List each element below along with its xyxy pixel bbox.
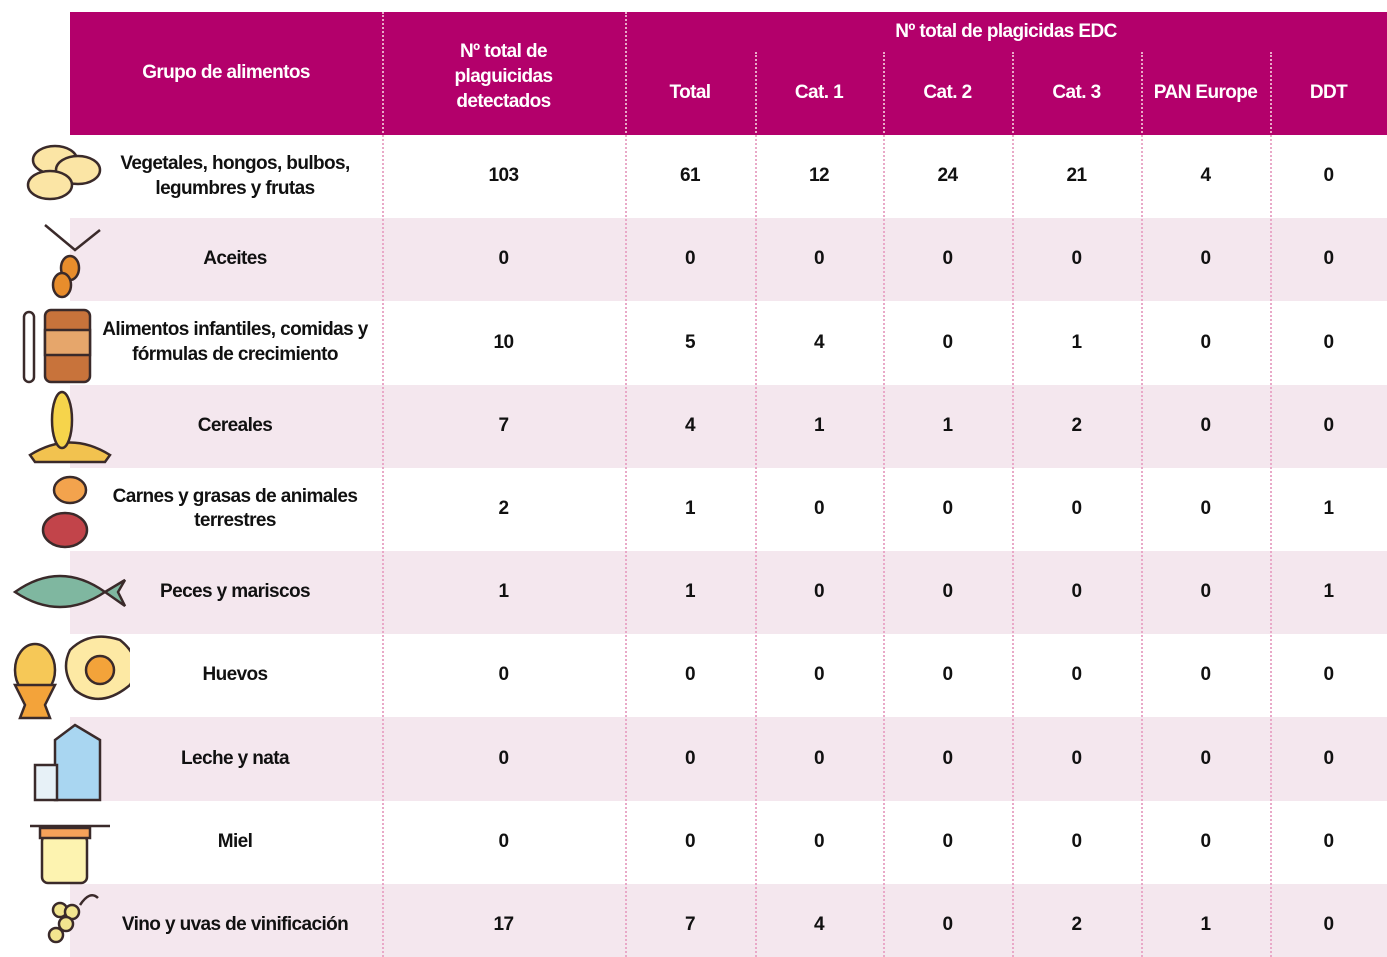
value-cell: 0	[1141, 301, 1270, 384]
value-cell: 0	[1141, 385, 1270, 468]
value-cell: 0	[883, 634, 1012, 717]
value-cell: 0	[883, 801, 1012, 884]
value-cell: 0	[1141, 801, 1270, 884]
value-cell: 0	[755, 801, 883, 884]
value-cell: 0	[1270, 717, 1387, 800]
value-cell: 0	[755, 717, 883, 800]
value-cell: 0	[1141, 468, 1270, 551]
column-divider	[883, 52, 885, 957]
header-cell: Total	[625, 52, 755, 135]
value-cell: 0	[382, 634, 625, 717]
value-cell: 7	[625, 884, 755, 957]
value-cell: 0	[1012, 801, 1141, 884]
value-cell: 0	[625, 218, 755, 301]
group-cell: Miel	[100, 801, 370, 884]
column-divider	[755, 52, 757, 957]
header-cell: Nº total de plaguicidas detectados	[422, 20, 585, 135]
value-cell: 0	[1141, 717, 1270, 800]
group-cell: Peces y mariscos	[100, 551, 370, 634]
header-cell: DDT	[1270, 52, 1387, 135]
value-cell: 0	[755, 551, 883, 634]
value-cell: 1	[625, 551, 755, 634]
value-cell: 0	[1012, 717, 1141, 800]
value-cell: 0	[883, 717, 1012, 800]
value-cell: 0	[1012, 218, 1141, 301]
header-cell: Cat. 3	[1012, 52, 1141, 135]
value-cell: 4	[625, 385, 755, 468]
value-cell: 12	[755, 135, 883, 218]
value-cell: 0	[1270, 634, 1387, 717]
value-cell: 0	[883, 301, 1012, 384]
header-cell: Cat. 1	[755, 52, 883, 135]
value-cell: 0	[625, 634, 755, 717]
value-cell: 2	[1012, 385, 1141, 468]
header-cell: PAN Europe	[1141, 52, 1270, 135]
value-cell: 0	[1270, 135, 1387, 218]
value-cell: 0	[1141, 634, 1270, 717]
value-cell: 0	[382, 218, 625, 301]
page: Grupo de alimentosNº total de plaguicida…	[0, 0, 1387, 957]
value-cell: 0	[1270, 884, 1387, 957]
group-cell: Aceites	[100, 218, 370, 301]
group-cell: Vegetales, hongos, bulbos, legumbres y f…	[100, 135, 370, 218]
value-cell: 1	[883, 385, 1012, 468]
food-icons	[0, 0, 130, 957]
value-cell: 61	[625, 135, 755, 218]
value-cell: 0	[1141, 551, 1270, 634]
header-cell: Nº total de plagicidas EDC	[625, 12, 1387, 52]
value-cell: 0	[883, 551, 1012, 634]
value-cell: 0	[1270, 218, 1387, 301]
value-cell: 1	[1270, 551, 1387, 634]
value-cell: 0	[1141, 218, 1270, 301]
value-cell: 5	[625, 301, 755, 384]
value-cell: 7	[382, 385, 625, 468]
value-cell: 0	[883, 884, 1012, 957]
value-cell: 0	[755, 634, 883, 717]
value-cell: 0	[625, 717, 755, 800]
value-cell: 2	[382, 468, 625, 551]
value-cell: 0	[1270, 301, 1387, 384]
column-divider	[1012, 52, 1014, 957]
value-cell: 0	[883, 218, 1012, 301]
value-cell: 1	[382, 551, 625, 634]
value-cell: 1	[625, 468, 755, 551]
group-cell: Vino y uvas de vinificación	[100, 884, 370, 957]
value-cell: 0	[1270, 801, 1387, 884]
value-cell: 103	[382, 135, 625, 218]
value-cell: 0	[883, 468, 1012, 551]
value-cell: 10	[382, 301, 625, 384]
header-cell: Cat. 2	[883, 52, 1012, 135]
group-cell: Alimentos infantiles, comidas y fórmulas…	[100, 301, 370, 384]
value-cell: 4	[755, 301, 883, 384]
value-cell: 17	[382, 884, 625, 957]
column-divider	[1141, 52, 1143, 957]
value-cell: 21	[1012, 135, 1141, 218]
value-cell: 0	[1012, 468, 1141, 551]
column-divider	[382, 12, 384, 957]
value-cell: 1	[1141, 884, 1270, 957]
value-cell: 1	[1270, 468, 1387, 551]
value-cell: 0	[755, 468, 883, 551]
value-cell: 4	[755, 884, 883, 957]
value-cell: 0	[625, 801, 755, 884]
value-cell: 2	[1012, 884, 1141, 957]
group-cell: Leche y nata	[100, 717, 370, 800]
group-cell: Carnes y grasas de animales terrestres	[100, 468, 370, 551]
value-cell: 0	[755, 218, 883, 301]
value-cell: 24	[883, 135, 1012, 218]
group-cell: Cereales	[100, 385, 370, 468]
value-cell: 0	[382, 801, 625, 884]
value-cell: 4	[1141, 135, 1270, 218]
value-cell: 0	[1270, 385, 1387, 468]
value-cell: 1	[755, 385, 883, 468]
value-cell: 0	[1012, 634, 1141, 717]
column-divider	[625, 12, 627, 957]
column-divider	[1270, 52, 1272, 957]
group-cell: Huevos	[100, 634, 370, 717]
value-cell: 0	[382, 717, 625, 800]
value-cell: 0	[1012, 551, 1141, 634]
value-cell: 1	[1012, 301, 1141, 384]
